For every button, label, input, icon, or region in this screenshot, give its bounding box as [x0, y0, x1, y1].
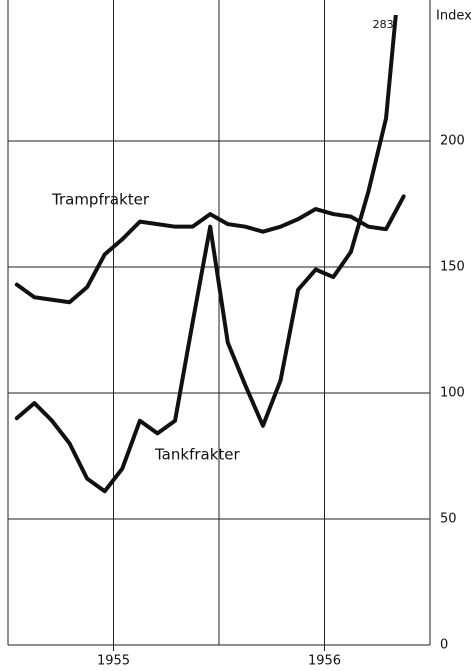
x-tick-label: 1956 [308, 654, 341, 669]
series-label: Trampfrakter [51, 191, 150, 209]
y-tick-label: 150 [440, 260, 465, 275]
data-label: 283 [373, 18, 394, 31]
series-line [14, 15, 398, 494]
y-tick-label: 0 [440, 638, 448, 653]
x-tick-label: 1955 [97, 654, 130, 669]
y-tick-label: 50 [440, 512, 457, 527]
series-line [14, 194, 406, 305]
y-axis-label: Index [436, 9, 472, 24]
y-tick-label: 100 [440, 386, 465, 401]
series-label: Tankfrakter [154, 446, 241, 464]
y-tick-label: 200 [440, 134, 465, 149]
